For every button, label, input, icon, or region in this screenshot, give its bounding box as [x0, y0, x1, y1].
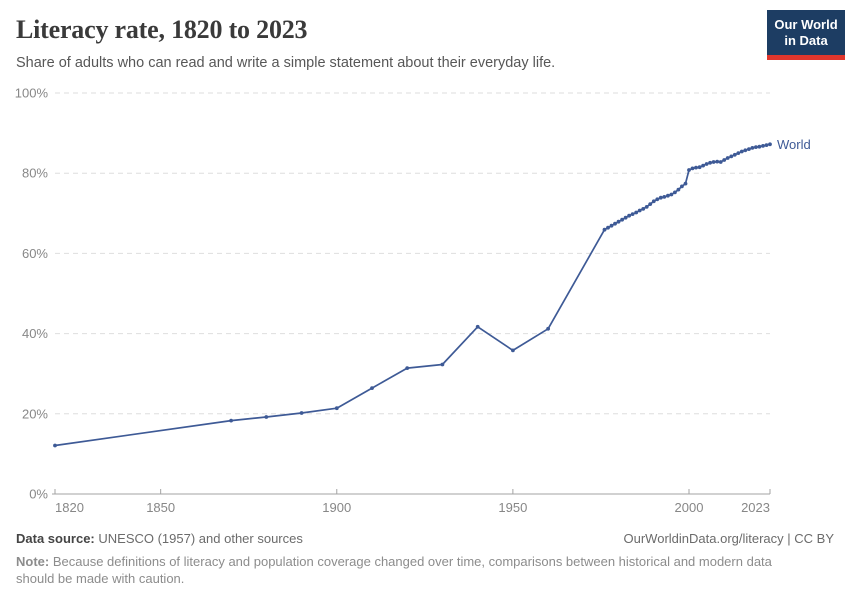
data-point[interactable]	[743, 148, 748, 153]
data-point[interactable]	[757, 144, 762, 149]
data-point[interactable]	[690, 166, 695, 171]
data-point[interactable]	[718, 160, 723, 164]
y-axis-label: 60%	[22, 246, 48, 261]
data-point[interactable]	[676, 187, 681, 192]
data-point[interactable]	[736, 151, 741, 155]
data-point[interactable]	[53, 443, 57, 448]
owid-logo[interactable]: Our World in Data	[767, 10, 845, 60]
x-axis-label: 1950	[498, 500, 527, 515]
data-point[interactable]	[725, 156, 730, 160]
owid-logo-line1: Our World	[774, 17, 838, 32]
data-point[interactable]	[299, 411, 304, 415]
data-point[interactable]	[658, 195, 663, 200]
data-source-label: Data source:	[16, 531, 95, 546]
data-point[interactable]	[634, 210, 639, 215]
data-point[interactable]	[648, 202, 653, 206]
data-point[interactable]	[609, 223, 614, 228]
y-axis-label: 100%	[15, 86, 49, 101]
data-point[interactable]	[630, 212, 635, 217]
y-axis-label: 0%	[29, 487, 48, 502]
x-axis-label: 1900	[322, 500, 351, 515]
chart-note: Note: Because definitions of literacy an…	[16, 553, 834, 587]
data-point[interactable]	[701, 163, 705, 168]
data-point[interactable]	[761, 144, 765, 148]
x-axis-label: 2023	[741, 500, 770, 515]
owid-logo-line2: in Data	[784, 33, 828, 48]
data-point[interactable]	[704, 162, 709, 166]
data-point[interactable]	[655, 197, 660, 202]
data-point[interactable]	[602, 227, 607, 232]
data-point[interactable]	[715, 159, 720, 164]
data-point[interactable]	[673, 190, 677, 195]
chart-footer: Data source: UNESCO (1957) and other sou…	[16, 531, 834, 587]
y-axis-label: 40%	[22, 326, 48, 341]
data-point[interactable]	[475, 324, 480, 329]
page-title: Literacy rate, 1820 to 2023	[16, 15, 308, 44]
data-source-value: UNESCO (1957) and other sources	[98, 531, 303, 546]
data-point[interactable]	[680, 184, 684, 189]
data-point[interactable]	[651, 199, 656, 204]
data-point[interactable]	[606, 225, 610, 230]
data-point[interactable]	[616, 219, 621, 224]
data-point[interactable]	[613, 221, 617, 226]
data-point[interactable]	[623, 215, 628, 220]
x-axis-label: 1820	[55, 500, 84, 515]
data-point[interactable]	[440, 362, 445, 367]
data-point[interactable]	[627, 213, 631, 218]
data-point[interactable]	[722, 158, 727, 162]
data-point[interactable]	[666, 193, 670, 198]
data-point[interactable]	[620, 217, 624, 222]
data-point[interactable]	[697, 165, 702, 170]
data-point[interactable]	[370, 386, 374, 390]
data-point[interactable]	[546, 326, 550, 331]
chart-header: Literacy rate, 1820 to 2023 Our World in…	[0, 0, 850, 72]
data-point[interactable]	[511, 348, 515, 353]
data-point[interactable]	[711, 160, 716, 164]
data-point[interactable]	[739, 149, 744, 154]
chart-note-value: Because definitions of literacy and popu…	[16, 554, 772, 586]
chart-subtitle: Share of adults who can read and write a…	[16, 55, 556, 71]
data-point[interactable]	[768, 142, 772, 147]
data-point[interactable]	[750, 146, 755, 150]
trend-line[interactable]	[54, 143, 771, 447]
data-point[interactable]	[644, 205, 649, 209]
data-point[interactable]	[694, 165, 698, 170]
data-point[interactable]	[669, 192, 674, 197]
data-source: Data source: UNESCO (1957) and other sou…	[16, 531, 303, 546]
data-point[interactable]	[708, 160, 712, 165]
data-point[interactable]	[662, 195, 667, 199]
data-point[interactable]	[687, 168, 691, 172]
data-point[interactable]	[683, 181, 688, 186]
data-point[interactable]	[729, 154, 734, 159]
data-point[interactable]	[334, 406, 339, 411]
owid-link[interactable]: OurWorldinData.org/literacy | CC BY	[623, 531, 834, 546]
data-point[interactable]	[405, 366, 410, 370]
y-axis-label: 80%	[22, 166, 48, 181]
data-point[interactable]	[764, 143, 769, 147]
chart-note-label: Note:	[16, 554, 50, 569]
data-point[interactable]	[637, 208, 642, 213]
series-end-label[interactable]: World	[777, 137, 811, 152]
y-axis-label: 20%	[22, 406, 48, 421]
data-point[interactable]	[229, 418, 234, 423]
data-point[interactable]	[264, 415, 269, 419]
data-point[interactable]	[732, 152, 737, 157]
data-point[interactable]	[641, 207, 646, 211]
data-point[interactable]	[747, 147, 751, 151]
x-axis-label: 1850	[146, 500, 175, 515]
chart-canvas[interactable]: 0% 20% 40% 60% 80% 100% 1820 1850 1900 1950 2000 20…	[0, 82, 850, 527]
x-axis-label: 2000	[675, 500, 704, 515]
data-point[interactable]	[754, 145, 758, 149]
